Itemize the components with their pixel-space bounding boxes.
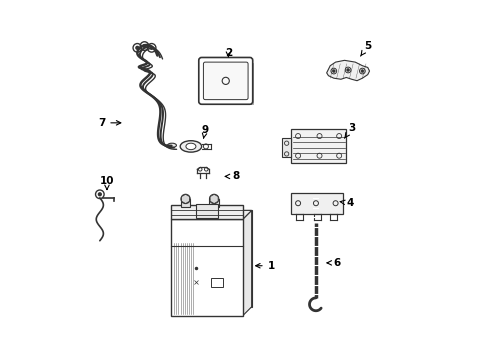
Bar [290,193,342,214]
Text: 1: 1 [255,261,274,271]
FancyBboxPatch shape [203,62,247,100]
Text: 3: 3 [344,123,355,138]
Bar [171,219,242,316]
Text: 7: 7 [98,118,121,128]
Bar [210,278,223,287]
Text: 8: 8 [225,171,239,181]
Text: 4: 4 [340,198,353,208]
Ellipse shape [167,143,176,148]
Text: 5: 5 [360,41,370,56]
FancyBboxPatch shape [198,58,252,104]
Bar [171,205,242,219]
Circle shape [360,69,363,72]
Polygon shape [242,210,251,316]
Bar [282,138,290,157]
Text: 9: 9 [201,125,208,138]
Text: 2: 2 [224,48,232,58]
Polygon shape [326,60,369,81]
Circle shape [98,193,101,196]
Bar [290,129,346,163]
Text: 6: 6 [326,258,340,268]
Polygon shape [171,210,251,219]
Bar [204,63,252,104]
Bar [196,204,217,217]
Bar [209,199,218,207]
Circle shape [143,45,145,48]
Circle shape [150,46,153,49]
Bar [180,210,251,307]
Circle shape [346,68,349,71]
Circle shape [136,46,139,49]
Ellipse shape [185,143,196,150]
Ellipse shape [180,141,201,152]
Bar [181,199,190,207]
Text: 10: 10 [100,176,114,189]
Circle shape [332,69,335,72]
